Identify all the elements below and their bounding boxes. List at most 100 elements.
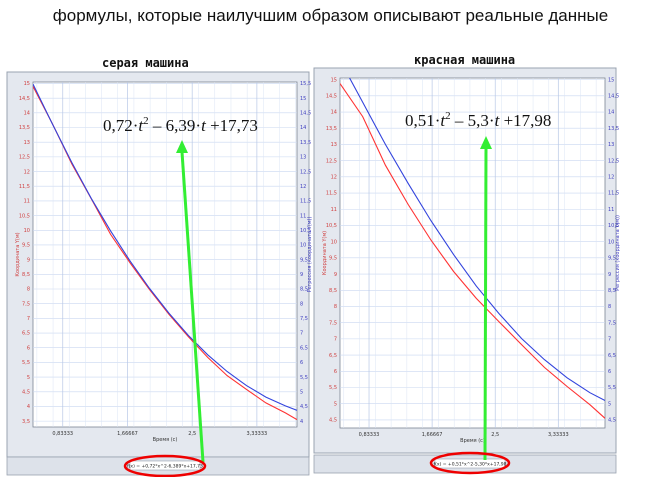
x-tick-label: 2,5 <box>491 432 499 438</box>
equation-box <box>129 460 201 471</box>
green-arrow-gray <box>176 140 205 463</box>
y-tick-label-right: 8 <box>608 304 611 310</box>
y-tick-label-left: 8,5 <box>329 288 337 294</box>
y-tick-label-right: 4,5 <box>300 404 308 410</box>
y-tick-label-right: 8,5 <box>300 287 308 293</box>
equation-box <box>434 458 506 469</box>
y-tick-label-left: 10,5 <box>19 213 30 219</box>
x-tick-label: 3,33333 <box>247 431 268 437</box>
y-tick-label-right: 8 <box>300 301 303 307</box>
y-tick-label-left: 9,5 <box>329 256 337 262</box>
y-axis-label-left: Координата Y(м) <box>322 231 328 275</box>
y-tick-label-left: 9,5 <box>22 243 30 249</box>
y-tick-label-left: 6 <box>27 345 30 351</box>
y-tick-label-right: 6,5 <box>300 345 308 351</box>
y-tick-label-right: 5 <box>300 389 303 395</box>
y-tick-label-left: 4 <box>27 404 30 410</box>
y-tick-label-left: 8,5 <box>22 272 30 278</box>
y-tick-label-left: 3,5 <box>22 419 30 425</box>
formula-gray: 0,72·t2 – 6,39·t +17,73 <box>103 115 258 135</box>
y-tick-label-right: 6 <box>300 360 303 366</box>
y-tick-label-left: 4,5 <box>329 418 337 424</box>
y-tick-label-right: 6 <box>608 369 611 375</box>
y-tick-label-left: 13,5 <box>326 126 337 132</box>
y-tick-label-right: 6,5 <box>608 353 616 359</box>
y-tick-label-left: 4,5 <box>22 389 30 395</box>
x-tick-label: 3,33333 <box>548 432 569 438</box>
highlight-ellipse-gray <box>123 454 207 477</box>
y-tick-label-right: 10 <box>608 239 614 245</box>
y-tick-label-right: 5,5 <box>300 375 308 381</box>
y-tick-label-left: 10,5 <box>326 223 337 229</box>
y-tick-label-right: 9,5 <box>608 256 616 262</box>
y-tick-label-right: 12,5 <box>300 169 311 175</box>
y-axis-label-left: Координата Y(м) <box>15 232 21 276</box>
equation-text: f(x) = +0,51*x^2-5,30*x+17,98 <box>434 461 507 467</box>
y-axis-label-right: Регрессия (координата Y(м)) <box>307 217 313 293</box>
y-tick-label-left: 15 <box>331 77 337 83</box>
y-tick-label-left: 13 <box>24 140 30 146</box>
y-tick-label-left: 11,5 <box>326 191 337 197</box>
y-tick-label-left: 5,5 <box>22 360 30 366</box>
y-tick-label-right: 12 <box>300 184 306 190</box>
y-tick-label-left: 11,5 <box>19 184 30 190</box>
y-tick-label-right: 9,5 <box>300 257 308 263</box>
y-tick-label-right: 13 <box>300 155 306 161</box>
equation-text: f(x) = +0,72*x^2-6,389*x+17,73 <box>127 463 203 469</box>
y-tick-label-right: 14,5 <box>608 94 619 100</box>
y-tick-label-left: 10 <box>331 239 337 245</box>
x-tick-label: 1,66667 <box>117 431 138 437</box>
y-tick-label-right: 12 <box>608 175 614 181</box>
y-tick-label-right: 11 <box>300 213 306 219</box>
y-tick-label-right: 13,5 <box>300 140 311 146</box>
x-tick-label: 0,83333 <box>359 432 380 438</box>
regression-series-line <box>348 78 605 401</box>
x-tick-label: 2,5 <box>188 431 196 437</box>
y-tick-label-right: 15,5 <box>300 81 311 87</box>
y-axis-label-right: Регрессия (координата Y(м)) <box>615 215 621 291</box>
x-axis-label: Время (с) <box>460 438 485 444</box>
y-tick-label-left: 12 <box>331 175 337 181</box>
y-tick-label-left: 7 <box>334 337 337 343</box>
y-tick-label-left: 13 <box>331 142 337 148</box>
y-tick-label-left: 14 <box>331 110 337 116</box>
y-tick-label-right: 7,5 <box>300 316 308 322</box>
y-tick-label-left: 9 <box>334 272 337 278</box>
y-tick-label-right: 11 <box>608 207 614 213</box>
y-tick-label-right: 4,5 <box>608 418 616 424</box>
y-tick-label-left: 14,5 <box>326 94 337 100</box>
y-tick-label-left: 7,5 <box>22 301 30 307</box>
y-tick-label-left: 9 <box>27 257 30 263</box>
highlight-ellipse-red <box>429 451 511 475</box>
y-tick-label-right: 10,5 <box>300 228 311 234</box>
y-tick-label-left: 8 <box>334 304 337 310</box>
y-tick-label-right: 15 <box>300 96 306 102</box>
subtitle-red-car: красная машина <box>414 53 516 67</box>
y-tick-label-right: 11,5 <box>608 191 619 197</box>
y-tick-label-left: 15 <box>24 81 30 87</box>
data-series-line <box>340 83 605 419</box>
x-axis-label: Время (с) <box>153 437 178 443</box>
y-tick-label-right: 11,5 <box>300 199 311 205</box>
y-tick-label-left: 7,5 <box>329 320 337 326</box>
y-tick-label-left: 6 <box>334 369 337 375</box>
y-tick-label-left: 14 <box>24 111 30 117</box>
y-tick-label-right: 13 <box>608 142 614 148</box>
chart-panel-red: 4,5 4,5 5 5 5,5 5,5 6 6 6,5 6,5 7 7 7,5 7,5 8 8 8,5 8,5 9 9… <box>313 67 621 474</box>
plot-area <box>339 77 606 429</box>
x-tick-label: 0,83333 <box>52 431 73 437</box>
y-tick-label-right: 7 <box>608 337 611 343</box>
y-tick-label-left: 7 <box>27 316 30 322</box>
y-tick-label-left: 8 <box>27 287 30 293</box>
y-tick-label-left: 12,5 <box>19 155 30 161</box>
green-arrow-red <box>480 136 492 461</box>
y-tick-label-right: 14 <box>608 110 614 116</box>
y-tick-label-left: 5,5 <box>329 385 337 391</box>
y-tick-label-left: 13,5 <box>19 125 30 131</box>
y-tick-label-right: 9 <box>608 272 611 278</box>
y-tick-label-left: 6,5 <box>22 331 30 337</box>
y-tick-label-left: 11 <box>331 207 337 213</box>
y-tick-label-right: 4 <box>300 419 303 425</box>
y-tick-label-left: 5 <box>334 401 337 407</box>
